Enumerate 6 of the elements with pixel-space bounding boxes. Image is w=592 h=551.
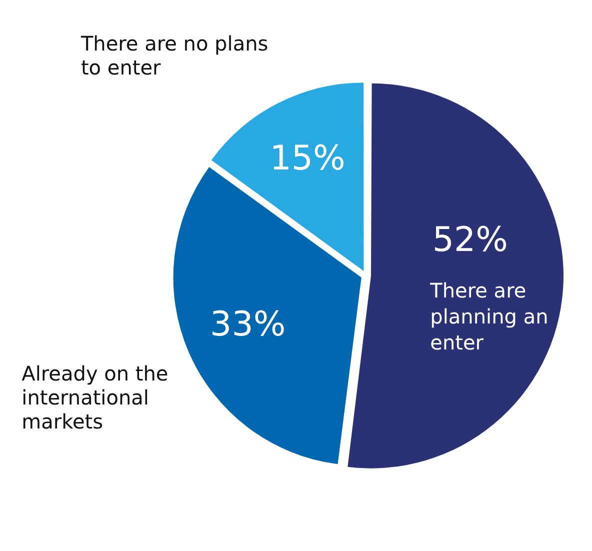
slice-label: There are planning an enter <box>429 278 548 354</box>
data-label: 52% <box>432 220 508 260</box>
slice-label: Already on the international markets <box>22 361 168 434</box>
data-label: 15% <box>270 138 346 179</box>
slice-label: There are no plans to enter <box>80 32 268 80</box>
data-label: 33% <box>210 304 286 344</box>
